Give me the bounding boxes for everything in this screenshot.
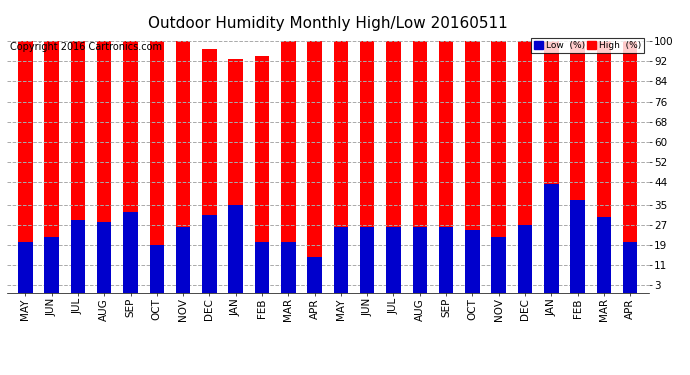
Bar	[228, 205, 243, 292]
Bar	[97, 41, 112, 292]
Bar	[597, 41, 611, 292]
Bar	[18, 41, 32, 292]
Bar	[176, 41, 190, 292]
Bar	[281, 242, 295, 292]
Bar	[281, 41, 295, 292]
Bar	[97, 222, 112, 292]
Bar	[228, 59, 243, 292]
Bar	[124, 212, 138, 292]
Bar	[334, 227, 348, 292]
Bar	[202, 49, 217, 292]
Bar	[544, 41, 558, 292]
Bar	[623, 242, 638, 292]
Bar	[413, 41, 427, 292]
Bar	[334, 41, 348, 292]
Bar	[491, 237, 506, 292]
Bar	[307, 257, 322, 292]
Bar	[18, 242, 32, 292]
Text: Copyright 2016 Cartronics.com: Copyright 2016 Cartronics.com	[10, 42, 162, 51]
Bar	[307, 41, 322, 292]
Bar	[150, 245, 164, 292]
Bar	[70, 41, 85, 292]
Bar	[439, 41, 453, 292]
Bar	[465, 41, 480, 292]
Bar	[202, 214, 217, 292]
Bar	[124, 41, 138, 292]
Bar	[176, 227, 190, 292]
Bar	[413, 227, 427, 292]
Bar	[518, 41, 532, 292]
Bar	[439, 227, 453, 292]
Bar	[44, 237, 59, 292]
Bar	[386, 227, 401, 292]
Bar	[360, 41, 375, 292]
Bar	[623, 41, 638, 292]
Bar	[150, 41, 164, 292]
Bar	[544, 184, 558, 292]
Title: Outdoor Humidity Monthly High/Low 20160511: Outdoor Humidity Monthly High/Low 201605…	[148, 16, 508, 31]
Bar	[255, 242, 269, 292]
Bar	[571, 200, 585, 292]
Bar	[571, 41, 585, 292]
Bar	[597, 217, 611, 292]
Bar	[360, 227, 375, 292]
Bar	[491, 41, 506, 292]
Bar	[255, 56, 269, 292]
Bar	[386, 41, 401, 292]
Legend: Low  (%), High  (%): Low (%), High (%)	[531, 38, 644, 53]
Bar	[44, 41, 59, 292]
Bar	[465, 230, 480, 292]
Bar	[70, 220, 85, 292]
Bar	[518, 225, 532, 292]
